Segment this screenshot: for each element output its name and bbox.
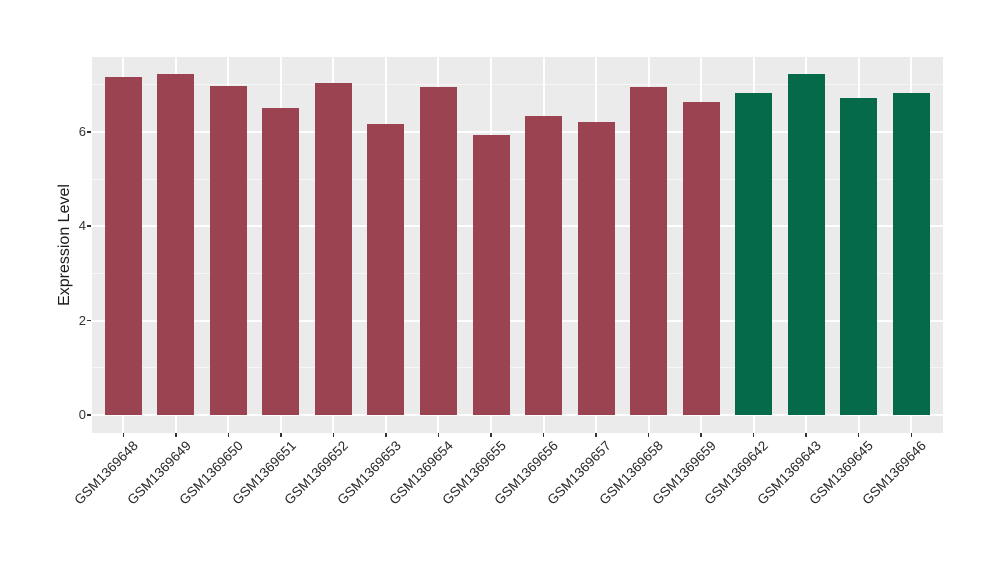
x-tick-mark [805, 433, 807, 437]
y-tick-label: 0 [78, 407, 86, 422]
bar [840, 98, 878, 415]
y-tick-label: 6 [78, 123, 86, 139]
bar [787, 73, 825, 415]
x-tick-mark [752, 433, 755, 437]
gridline-major-horizontal [92, 130, 943, 133]
bar [314, 83, 352, 415]
x-tick-mark [280, 433, 282, 437]
x-tick-mark [910, 433, 912, 437]
bar [892, 93, 930, 415]
y-tick-mark [87, 414, 91, 416]
gridline-major-horizontal [92, 414, 943, 416]
x-tick-mark [437, 433, 440, 437]
bar [367, 123, 405, 415]
x-tick-mark [857, 433, 860, 437]
bar [735, 92, 773, 415]
y-axis-title: Expression Level [56, 184, 73, 306]
plot-panel [92, 57, 943, 433]
x-tick-mark [490, 433, 492, 437]
y-tick-mark [87, 131, 91, 133]
x-tick-mark [227, 433, 230, 437]
bar [577, 121, 615, 415]
bar [157, 74, 195, 415]
gridline-minor-horizontal [92, 272, 943, 274]
x-tick-mark [385, 433, 387, 437]
x-tick-mark [542, 433, 545, 437]
bar [630, 86, 668, 415]
x-tick-mark [332, 433, 335, 437]
x-tick-mark [595, 433, 597, 437]
gridline-major-horizontal [92, 225, 943, 228]
y-tick-label: 4 [78, 218, 86, 234]
bar [209, 85, 247, 415]
gridline-minor-horizontal [92, 367, 943, 369]
gridline-minor-horizontal [92, 178, 943, 180]
gridline-major-horizontal [92, 319, 943, 322]
y-tick-label: 2 [78, 312, 86, 328]
bar [525, 116, 563, 415]
bar [104, 76, 142, 415]
x-tick-mark [122, 433, 125, 437]
bar [262, 107, 300, 415]
x-tick-mark [647, 433, 650, 437]
y-tick-mark [87, 225, 91, 227]
bar [682, 102, 720, 415]
bar [419, 87, 457, 415]
bar [472, 135, 510, 415]
y-tick-mark [87, 319, 91, 322]
x-tick-mark [700, 433, 702, 437]
x-tick-mark [175, 433, 177, 437]
gridline-minor-horizontal [92, 84, 943, 86]
